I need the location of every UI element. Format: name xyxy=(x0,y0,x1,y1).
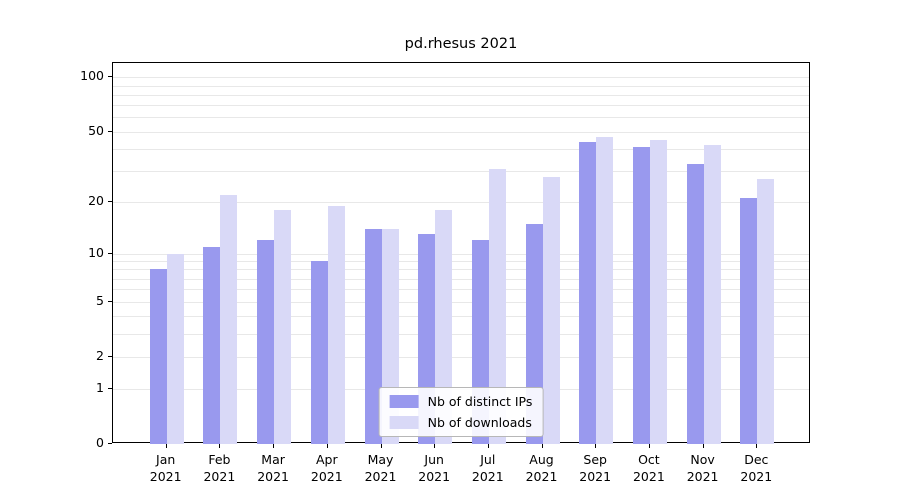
bar-ips-feb xyxy=(203,246,221,444)
x-tick-label-jul: Jul 2021 xyxy=(471,452,504,484)
x-tick-mark xyxy=(273,444,275,448)
x-tick-label-may: May 2021 xyxy=(364,452,397,484)
x-tick-mark xyxy=(541,444,543,448)
bar-ips-mar xyxy=(257,240,275,444)
y-tick-mark xyxy=(108,252,112,254)
bar-downloads-jan xyxy=(166,253,184,444)
chart-title: pd.rhesus 2021 xyxy=(404,36,518,52)
gridline-9 xyxy=(113,261,809,263)
gridline-20 xyxy=(113,202,809,204)
x-tick-mark xyxy=(595,444,597,448)
x-tick-label-apr: Apr 2021 xyxy=(310,452,343,484)
gridline-4 xyxy=(113,316,809,318)
y-tick-label-2: 2 xyxy=(96,347,104,363)
gridline-80 xyxy=(113,94,809,96)
x-tick-mark xyxy=(326,444,328,448)
x-tick-label-nov: Nov 2021 xyxy=(686,452,719,484)
gridline-100 xyxy=(113,77,809,79)
bar-ips-dec xyxy=(740,198,758,444)
legend-swatch-distinct-ips xyxy=(389,395,419,408)
y-tick-mark xyxy=(108,300,112,302)
gridline-10 xyxy=(113,253,809,255)
bar-ips-sep xyxy=(579,141,597,444)
bar-downloads-oct xyxy=(649,139,667,444)
y-tick-mark xyxy=(108,76,112,78)
gridline-3 xyxy=(113,333,809,335)
y-tick-label-20: 20 xyxy=(88,193,104,209)
bar-downloads-jun xyxy=(435,210,453,444)
y-tick-mark xyxy=(108,201,112,203)
gridline-2 xyxy=(113,356,809,358)
x-tick-mark xyxy=(702,444,704,448)
gridline-40 xyxy=(113,149,809,150)
y-tick-label-5: 5 xyxy=(96,292,104,308)
gridline-6 xyxy=(113,289,809,291)
gridline-30 xyxy=(113,171,809,173)
x-tick-mark xyxy=(380,444,382,448)
legend-label-downloads: Nb of downloads xyxy=(427,415,532,430)
y-tick-mark xyxy=(108,355,112,357)
bar-downloads-feb xyxy=(220,194,238,444)
x-tick-label-feb: Feb 2021 xyxy=(203,452,236,484)
x-tick-label-dec: Dec 2021 xyxy=(740,452,773,484)
legend-item-downloads: Nb of downloads xyxy=(389,415,533,430)
bar-downloads-aug xyxy=(542,176,560,444)
x-tick-label-jan: Jan 2021 xyxy=(149,452,182,484)
gridline-5 xyxy=(113,301,809,303)
x-tick-mark xyxy=(219,444,221,448)
y-tick-label-50: 50 xyxy=(88,122,104,138)
y-tick-mark xyxy=(108,443,112,444)
bar-ips-apr xyxy=(310,261,328,444)
bar-ips-nov xyxy=(686,163,704,444)
bar-ips-may xyxy=(364,228,382,444)
legend-item-distinct-ips: Nb of distinct IPs xyxy=(389,394,533,409)
y-tick-label-10: 10 xyxy=(88,244,104,260)
y-tick-mark xyxy=(108,387,112,389)
y-tick-label-0: 0 xyxy=(96,435,104,450)
gridline-90 xyxy=(113,85,809,87)
x-tick-mark xyxy=(165,444,167,448)
legend-label-distinct-ips: Nb of distinct IPs xyxy=(427,394,533,409)
x-tick-mark xyxy=(487,444,489,448)
x-tick-label-oct: Oct 2021 xyxy=(632,452,665,484)
x-tick-label-mar: Mar 2021 xyxy=(257,452,289,484)
y-tick-label-1: 1 xyxy=(96,379,104,395)
bar-ips-jan xyxy=(149,269,167,444)
gridline-7 xyxy=(113,278,809,280)
gridline-60 xyxy=(113,117,809,119)
x-tick-mark xyxy=(756,444,758,448)
legend-swatch-downloads xyxy=(389,416,419,429)
y-tick-label-100: 100 xyxy=(80,68,104,84)
bar-ips-oct xyxy=(632,147,650,444)
bar-downloads-nov xyxy=(703,145,721,444)
bar-downloads-apr xyxy=(327,206,345,444)
x-tick-mark xyxy=(648,444,650,448)
gridline-70 xyxy=(113,105,809,107)
x-tick-label-sep: Sep 2021 xyxy=(579,452,612,484)
legend: Nb of distinct IPs Nb of downloads xyxy=(378,387,544,437)
x-tick-label-jun: Jun 2021 xyxy=(418,452,451,484)
bar-downloads-jul xyxy=(488,168,506,444)
bar-downloads-mar xyxy=(274,210,292,444)
bar-downloads-sep xyxy=(596,136,614,444)
x-tick-label-aug: Aug 2021 xyxy=(525,452,558,484)
bar-downloads-dec xyxy=(757,179,775,444)
gridline-8 xyxy=(113,269,809,271)
plot-area: Nb of distinct IPs Nb of downloads xyxy=(112,62,810,444)
x-tick-mark xyxy=(434,444,436,448)
gridline-50 xyxy=(113,131,809,133)
y-tick-mark xyxy=(108,130,112,132)
